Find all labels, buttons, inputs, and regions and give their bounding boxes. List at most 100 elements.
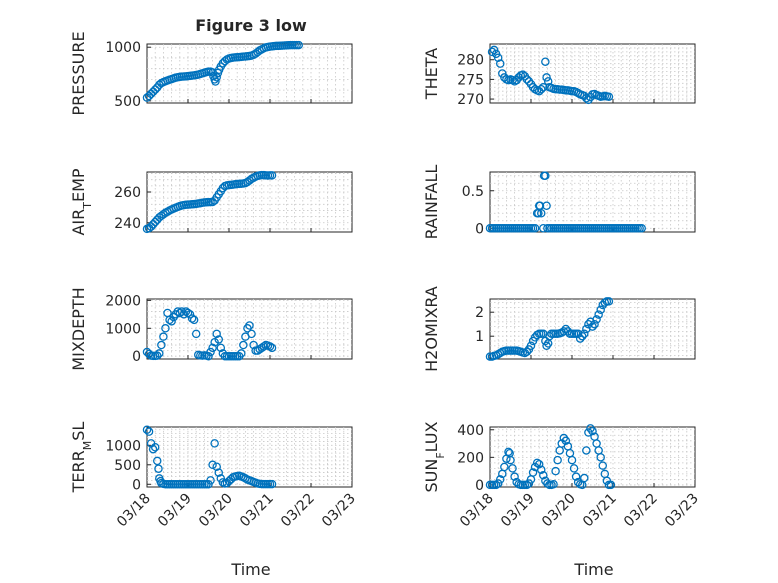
data-point <box>588 426 597 436</box>
data-point <box>542 73 551 82</box>
data-point <box>208 460 217 470</box>
y-tick-label: 0 <box>475 221 484 237</box>
data-point <box>210 439 219 448</box>
data-point <box>578 331 587 341</box>
x-tick-label: 03/19 <box>155 491 195 531</box>
x-tick-label: 03/21 <box>237 491 277 531</box>
data-point <box>594 310 603 319</box>
data-point <box>206 347 215 357</box>
data-point <box>522 75 532 84</box>
data-point <box>539 471 548 480</box>
y-tick-label: 0 <box>132 477 141 493</box>
data-point <box>161 324 170 333</box>
data-point <box>539 223 548 233</box>
y-axis-label: SUNFLUX <box>422 421 447 492</box>
data-point <box>567 455 577 465</box>
y-tick-label: 2000 <box>105 293 141 309</box>
y-tick-label: 1000 <box>105 321 141 337</box>
data-point <box>588 322 597 331</box>
panel-terr-msl: 0 500 1000 03/18 03/19 03/20 03/21 03/22 03/23 TE… <box>69 422 359 531</box>
data-point <box>142 425 152 434</box>
data-point <box>582 446 591 455</box>
data-point <box>526 341 536 351</box>
y-tick-label: 1000 <box>105 40 141 56</box>
data-point <box>214 335 223 344</box>
y-axis-label: THETA <box>422 48 441 100</box>
data-point <box>159 332 168 341</box>
data-point <box>259 342 269 351</box>
data-point <box>592 315 601 324</box>
data-point <box>245 321 254 330</box>
data-point <box>183 308 193 318</box>
data-point <box>604 297 614 306</box>
data-point <box>152 456 162 466</box>
data-point <box>249 340 258 350</box>
data-point <box>543 479 552 488</box>
data-point <box>189 315 199 325</box>
data-point <box>580 473 589 483</box>
data-point <box>187 314 197 323</box>
data-point <box>493 479 503 488</box>
plot-area <box>489 171 696 233</box>
data-point <box>606 480 616 490</box>
data-point <box>204 351 213 361</box>
x-axis-title-right: Time <box>573 560 613 579</box>
y-axis-label: AIRTEMP <box>69 168 94 235</box>
panel-sun-flux: 0 200 400 03/18 03/19 03/20 03/21 03/22 03/23 SUN… <box>422 421 702 530</box>
data-point <box>157 340 166 350</box>
data-point <box>561 324 571 334</box>
y-tick-label: 280 <box>457 53 484 69</box>
data-point <box>569 464 579 473</box>
data-point <box>541 57 550 66</box>
x-tick-label: 03/20 <box>539 491 579 531</box>
x-axis-title-left: Time <box>230 560 270 579</box>
data-point <box>237 349 246 358</box>
data-point <box>528 468 538 477</box>
data-point <box>495 59 505 68</box>
x-tick-label: 03/22 <box>621 491 661 531</box>
x-tick-label: 03/21 <box>580 491 620 531</box>
data-point <box>294 40 303 50</box>
data-point <box>191 329 201 339</box>
x-tick-label: 03/23 <box>662 491 702 531</box>
plot-area <box>489 426 696 488</box>
x-tick-label: 03/19 <box>498 491 538 531</box>
data-point <box>150 443 160 452</box>
data-point <box>596 305 605 315</box>
y-tick-label: 260 <box>114 185 141 201</box>
data-point <box>539 83 548 92</box>
y-tick-label: 500 <box>114 94 141 110</box>
data-point <box>537 84 546 94</box>
data-point <box>582 94 591 103</box>
y-tick-label: 1 <box>475 329 484 345</box>
data-point <box>573 329 583 339</box>
y-tick-label: 0 <box>132 349 141 365</box>
data-point <box>537 208 546 218</box>
y-tick-label: 270 <box>457 92 484 108</box>
data-point <box>598 461 608 470</box>
data-point <box>211 77 220 86</box>
data-point <box>524 479 534 488</box>
x-tick-label: 03/20 <box>196 491 236 531</box>
panel-mixdepth: 0 1000 2000 MIXDEPTH <box>69 287 353 371</box>
y-tick-label: 1000 <box>105 438 141 454</box>
x-tick-label: 03/18 <box>457 491 497 531</box>
y-axis-label: PRESSURE <box>69 31 88 115</box>
data-point <box>267 171 277 180</box>
data-point <box>553 455 562 465</box>
data-point <box>267 479 277 489</box>
data-point <box>152 351 162 360</box>
data-point <box>580 329 589 339</box>
data-point <box>534 459 544 469</box>
y-axis-label: H2OMIXRA <box>422 286 441 372</box>
data-point <box>214 468 223 477</box>
data-point <box>206 476 215 485</box>
data-point <box>506 455 515 465</box>
data-point <box>148 444 158 454</box>
y-axis-label: MIXDEPTH <box>69 287 88 370</box>
data-point <box>542 201 551 210</box>
y-axis-label: RAINFALL <box>422 165 441 240</box>
data-point <box>239 340 248 350</box>
data-point <box>167 317 176 326</box>
